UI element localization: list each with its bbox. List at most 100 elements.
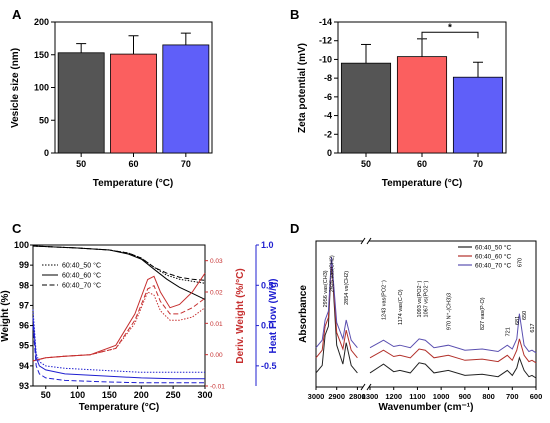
peak-label: 650: [522, 311, 528, 320]
peak-label: 681: [515, 316, 521, 325]
panel-b: B 0 -2 -4 -6 -8 -10 -12 -14 50 60 70 * Temperatur…: [290, 7, 507, 189]
panel-label-c: C: [12, 221, 22, 236]
x-tick-label: 50: [361, 159, 371, 169]
axis-break-mark: [366, 237, 372, 245]
x-tick-label: 60: [417, 159, 427, 169]
y-tick-label-deriv: 0.03: [210, 258, 223, 265]
axis-break-mark: [366, 383, 372, 391]
x-tick-label: 1200: [385, 392, 402, 401]
y-tick-label: 94: [19, 361, 29, 371]
x-axis-title-d: Wavenumber (cm⁻¹): [379, 402, 474, 413]
peak-label: 1243 νas(PO2⁻): [382, 280, 388, 320]
y-tick-label: 0: [44, 148, 49, 158]
y-tick-label-heatflow: 0.5: [261, 280, 274, 290]
legend-c: 60:40_50 °C 60:40_60 °C 60:40_70 °C: [42, 262, 101, 290]
bar: [57, 52, 105, 154]
peak-label: 1067 νs(PO2⁻): [423, 280, 429, 317]
peak-label: 2854 νs(CH2): [344, 271, 350, 305]
y-tick-label-deriv: 0.00: [210, 352, 223, 359]
axis-break-top: [363, 238, 369, 244]
y-tick-label: 96: [19, 321, 29, 331]
peak-label: 617: [530, 323, 536, 332]
panel-label-b: B: [290, 7, 299, 22]
y-axis-title-d: Absorbance: [298, 285, 309, 343]
y-tick-label: -10: [319, 54, 332, 64]
panel-a: A 0 50 100 150 200 50 60 70 Temperature (°C) V…: [10, 7, 213, 189]
peak-label: 670: [517, 258, 523, 267]
legend-d: 60:40_50 °C60:40_60 °C60:40_70 °C: [458, 244, 512, 270]
x-tick-label: 900: [459, 392, 472, 401]
y-tick-label: -6: [324, 92, 332, 102]
y-tick-label: -14: [319, 17, 332, 27]
y-tick-label-deriv: -0.01: [210, 384, 225, 391]
peak-label: 827 νas(P-O): [480, 297, 486, 330]
y-tick-label-deriv: 0.02: [210, 290, 223, 297]
y-axis-title-c-heatflow: Heat Flow (W/g): [268, 279, 279, 354]
x-tick-label: 2800: [349, 392, 366, 401]
y-tick-label: 100: [14, 240, 29, 250]
x-tick-label: 1000: [433, 392, 450, 401]
x-tick-label: 1300: [362, 392, 379, 401]
x-tick-label: 600: [530, 392, 543, 401]
panel-c: C 50 100 150 200 250 300 93 94 95 96 97 98 99 100 -0.0…: [0, 221, 279, 413]
peak-label: 2925 νas(CH2): [330, 255, 336, 292]
x-axis-title-b: Temperature (°C): [382, 178, 463, 189]
x-tick-label: 250: [166, 390, 181, 400]
x-tick-label: 150: [102, 390, 117, 400]
y-ticks-a: 0 50 100 150 200: [34, 17, 55, 158]
series-line-deriv: [32, 291, 206, 362]
legend-label: 60:40_60 °C: [475, 253, 512, 261]
y-tick-label: 150: [34, 50, 49, 60]
plot-frame-c: [32, 244, 206, 387]
x-tick-label: 70: [181, 159, 191, 169]
y-tick-label: 200: [34, 17, 49, 27]
x-tick-label: 100: [70, 390, 85, 400]
x-tick-label: 3000: [308, 392, 325, 401]
y-tick-label: 100: [34, 83, 49, 93]
series-line-heatflow: [32, 325, 205, 384]
x-tick-label: 70: [473, 159, 483, 169]
y-tick-label: 93: [19, 381, 29, 391]
panel-label-a: A: [12, 7, 22, 22]
x-tick-label: 700: [506, 392, 519, 401]
axis-break-bottom: [363, 384, 369, 390]
y-tick-label-heatflow: -0.5: [261, 361, 277, 371]
significance-line: [421, 31, 479, 39]
series-line-weight: [32, 245, 206, 300]
legend-label: 60:40_50 °C: [62, 262, 101, 270]
peak-label: 2956 νas(CH3): [323, 270, 329, 307]
y-axis-title-c: Weight (%): [0, 290, 11, 341]
y-tick-label: 0: [327, 148, 332, 158]
y-tick-label-heatflow: 0.0: [261, 321, 274, 331]
y-tick-label: -12: [319, 36, 332, 46]
y-tick-label: 98: [19, 280, 29, 290]
legend-label: 60:40_60 °C: [62, 272, 101, 280]
x-tick-label: 1100: [409, 392, 425, 401]
lines-c: [32, 245, 206, 384]
y-tick-label: 95: [19, 341, 29, 351]
bar: [452, 76, 504, 154]
series-line-deriv: [32, 285, 206, 362]
series-line-heatflow: [32, 309, 205, 373]
spectrum-line: [315, 256, 537, 354]
y-tick-label: -4: [324, 111, 332, 121]
legend-label: 60:40_70 °C: [62, 282, 101, 290]
y-tick-label: -2: [324, 129, 332, 139]
x-tick-label: 800: [482, 392, 495, 401]
axis-break-mark: [360, 237, 366, 245]
series-line-weight: [32, 245, 206, 281]
legend-label: 60:40_50 °C: [475, 244, 512, 252]
peak-label: 1174 νas(C-O): [398, 289, 404, 325]
bars-a: [57, 32, 210, 154]
y-tick-label: 97: [19, 300, 29, 310]
y-tick-label: 99: [19, 260, 29, 270]
axis-break-mark: [360, 383, 366, 391]
x-ticks-a: 50 60 70: [76, 153, 191, 169]
y-axis-title-b: Zeta potential (mV): [297, 43, 308, 133]
bar: [396, 56, 448, 154]
y-tick-label-deriv: 0.01: [210, 321, 223, 328]
significance-star: *: [448, 22, 452, 33]
peak-labels-d: 2956 νas(CH3) 2925 νas(CH2) 2854 νs(CH2) 12…: [323, 255, 536, 336]
